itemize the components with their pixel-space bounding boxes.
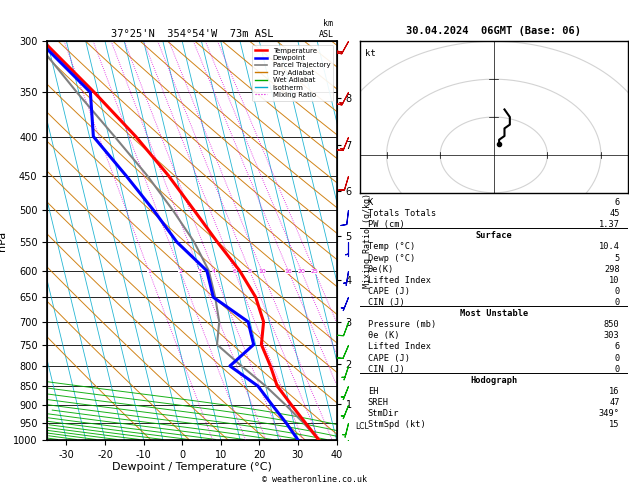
Text: EH: EH [368, 387, 378, 396]
Text: CIN (J): CIN (J) [368, 364, 404, 374]
Text: 10: 10 [259, 269, 266, 274]
Text: 45: 45 [610, 209, 620, 218]
Text: Hodograph: Hodograph [470, 376, 518, 385]
Text: km
ASL: km ASL [318, 19, 333, 39]
Text: 298: 298 [604, 265, 620, 274]
Text: 20: 20 [298, 269, 306, 274]
Title: 37°25'N  354°54'W  73m ASL: 37°25'N 354°54'W 73m ASL [111, 29, 273, 39]
Text: 850: 850 [604, 320, 620, 329]
Text: StmDir: StmDir [368, 409, 399, 418]
Text: 5: 5 [615, 254, 620, 262]
Text: 30.04.2024  06GMT (Base: 06): 30.04.2024 06GMT (Base: 06) [406, 26, 581, 36]
Text: θe (K): θe (K) [368, 331, 399, 340]
Text: CAPE (J): CAPE (J) [368, 287, 410, 296]
Text: 15: 15 [610, 420, 620, 429]
Text: 349°: 349° [599, 409, 620, 418]
Text: 47: 47 [610, 398, 620, 407]
Text: SREH: SREH [368, 398, 389, 407]
Text: LCL: LCL [355, 422, 369, 431]
Text: 10.4: 10.4 [599, 243, 620, 251]
Text: 16: 16 [285, 269, 292, 274]
Text: Dewp (°C): Dewp (°C) [368, 254, 415, 262]
Text: 4: 4 [212, 269, 216, 274]
Text: Surface: Surface [476, 231, 512, 240]
Text: 8: 8 [248, 269, 252, 274]
Text: 0: 0 [615, 287, 620, 296]
Text: 3: 3 [198, 269, 202, 274]
Text: 6: 6 [233, 269, 237, 274]
Text: PW (cm): PW (cm) [368, 220, 404, 229]
Text: 1: 1 [147, 269, 151, 274]
Text: K: K [368, 198, 373, 207]
Text: CIN (J): CIN (J) [368, 298, 404, 307]
Text: CAPE (J): CAPE (J) [368, 354, 410, 363]
Text: 303: 303 [604, 331, 620, 340]
Text: Mixing Ratio (g/kg): Mixing Ratio (g/kg) [363, 193, 372, 288]
Text: kt: kt [365, 50, 376, 58]
Y-axis label: hPa: hPa [0, 230, 8, 251]
Text: 0: 0 [615, 354, 620, 363]
Text: Most Unstable: Most Unstable [460, 309, 528, 318]
Legend: Temperature, Dewpoint, Parcel Trajectory, Dry Adiabat, Wet Adiabat, Isotherm, Mi: Temperature, Dewpoint, Parcel Trajectory… [252, 45, 333, 101]
Text: 10: 10 [610, 276, 620, 285]
Text: Lifted Index: Lifted Index [368, 276, 431, 285]
Text: 6: 6 [615, 343, 620, 351]
Text: 16: 16 [610, 387, 620, 396]
Text: 6: 6 [615, 198, 620, 207]
Text: Totals Totals: Totals Totals [368, 209, 436, 218]
X-axis label: Dewpoint / Temperature (°C): Dewpoint / Temperature (°C) [112, 462, 272, 472]
Text: 1.37: 1.37 [599, 220, 620, 229]
Text: Temp (°C): Temp (°C) [368, 243, 415, 251]
Text: 2: 2 [179, 269, 182, 274]
Text: Lifted Index: Lifted Index [368, 343, 431, 351]
Text: StmSpd (kt): StmSpd (kt) [368, 420, 426, 429]
Text: 25: 25 [311, 269, 319, 274]
Text: © weatheronline.co.uk: © weatheronline.co.uk [262, 474, 367, 484]
Text: 0: 0 [615, 298, 620, 307]
Text: Pressure (mb): Pressure (mb) [368, 320, 436, 329]
Text: θe(K): θe(K) [368, 265, 394, 274]
Text: 0: 0 [615, 364, 620, 374]
